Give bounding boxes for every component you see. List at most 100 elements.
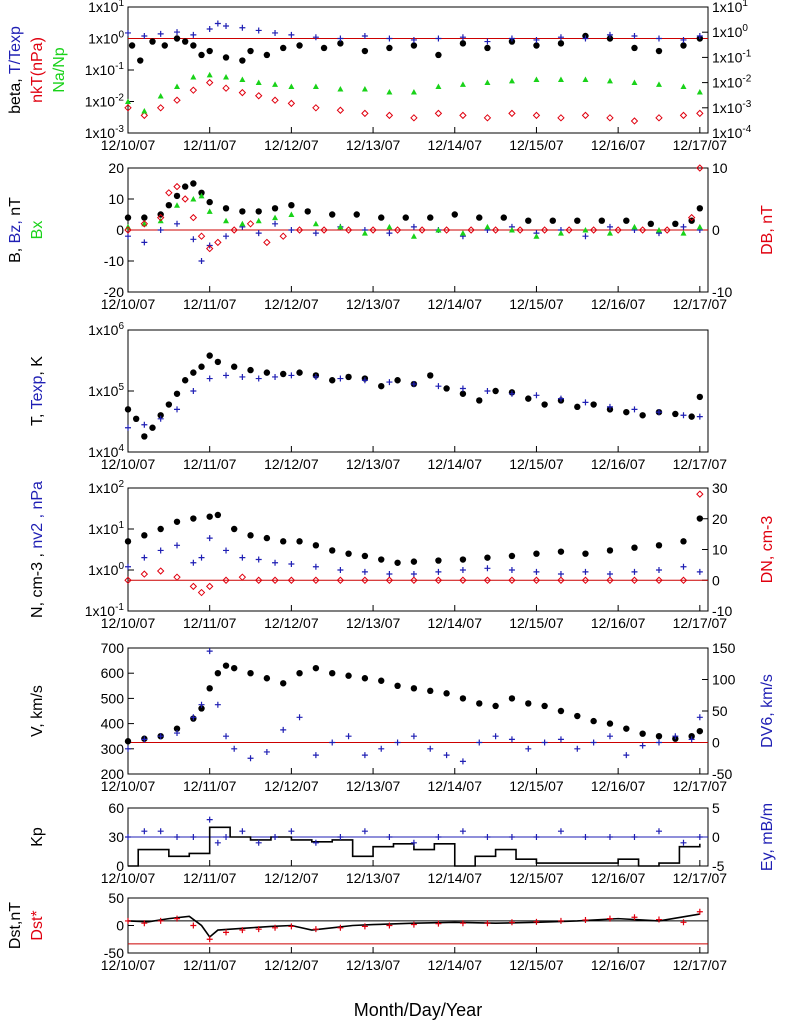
panel-4-n-point (329, 547, 336, 554)
panel-1-na-np-point (459, 81, 466, 87)
panel-5-v-point (427, 687, 434, 695)
panel-2-y2tick-label-0: -10 (712, 284, 732, 300)
panel-3-t-point (443, 385, 450, 392)
panel-2-db-point (442, 226, 451, 234)
panel-4-dn-point (410, 576, 418, 584)
panel-7-dst--point (459, 920, 466, 927)
panel-3-frame (127, 329, 709, 453)
panel-2-b-point (124, 214, 132, 221)
panel-5-dv6-point (443, 752, 450, 759)
panel-4-nv2-point (508, 567, 515, 573)
panel-3-t-point (476, 397, 483, 404)
panel-1-y2tick-label-5: 1x101 (712, 0, 748, 15)
panel-1-na-np-point (557, 76, 564, 82)
panel-3-t-point (672, 410, 679, 418)
panel-1-nkt-npa--point (532, 111, 541, 120)
panel-5-dv6-point (574, 745, 581, 752)
panel-2-b-point (402, 214, 409, 221)
panel-5-dv6-point (525, 745, 532, 752)
panel-1-ylabel2: nkT(nPa) (29, 37, 46, 103)
panel-2-db-point (214, 238, 222, 247)
panel-1-xtick-label-7: 12/17/07 (673, 137, 728, 153)
panel-2-bx-point (206, 208, 213, 214)
panel-1-beta-point (161, 42, 168, 49)
panel-5-y2tick-label-3: 100 (712, 672, 736, 688)
panel-4-nv2-point (174, 542, 181, 549)
panel-5-v-point (508, 695, 516, 702)
panel-2-b-point (647, 220, 655, 227)
panel-1-nkt-npa--point (606, 114, 614, 122)
panel-4-dn-point (581, 576, 590, 584)
panel-4-nv2-point (410, 570, 417, 577)
panel-5-dv6-point (696, 714, 703, 721)
panel-1-na-np-point (190, 73, 197, 80)
panel-4-nv2-point (239, 554, 246, 561)
panel-3-texp-point (206, 375, 213, 382)
panel-2-ytick-label-4: 20 (108, 160, 124, 176)
panel-1-beta-point (181, 38, 189, 45)
panel-2-xtick-label-3: 12/13/07 (346, 296, 401, 312)
panel-4-n-point (378, 556, 385, 563)
panel-1-na-np-point (288, 83, 295, 89)
panel-2-bx-point (361, 230, 368, 236)
panel-1-y2tick-label-4: 1x100 (712, 23, 748, 40)
panel-2-bx-point (484, 223, 491, 230)
panel-7-dst--point (174, 915, 181, 922)
panel-1-na-np-point (337, 85, 344, 92)
panel-2-b-point (181, 183, 189, 190)
panel-2-b-point (696, 205, 704, 212)
panel-2-xtick-label-5: 12/15/07 (509, 296, 564, 312)
panel-3-t-point (247, 366, 254, 374)
panel-1-frame (127, 6, 709, 134)
panel-5-dv6-point (174, 730, 181, 737)
panel-2-ytick-label-1: -10 (104, 253, 124, 269)
panel-1-na-np-point (435, 83, 442, 89)
panel-5-v-point (688, 733, 695, 740)
panel-2-ylabel3: Bx (29, 221, 46, 240)
panel-3-t-point (141, 433, 148, 440)
panel-2-xtick-label-2: 12/12/07 (264, 296, 319, 312)
panel-2-ylabel: B, Bz, nT (7, 197, 24, 263)
panel-3-t-point (149, 424, 156, 431)
panel-6-ytick-label-1: 30 (108, 829, 124, 845)
panel-2-xtick-label-4: 12/14/07 (428, 296, 483, 312)
panel-4-ytick-label-3: 1x102 (88, 479, 124, 496)
panel-5-dv6-point (190, 714, 197, 721)
panel-5-v-point (263, 675, 271, 682)
panel-1-t-texp-point (223, 22, 230, 29)
panel-3-t-point (378, 382, 385, 390)
panel-5-dv6-point (541, 739, 548, 746)
panel-7-xtick-label-7: 12/17/07 (673, 957, 728, 973)
panel-2-bz-point (198, 258, 205, 264)
panel-5-xtick-label-4: 12/14/07 (428, 778, 483, 794)
panel-2-bx-point (582, 227, 589, 233)
panel-2-b-point (255, 208, 262, 215)
panel-5-y2tick-label-4: 150 (712, 640, 736, 656)
panel-3-t-point (574, 403, 581, 411)
panel-4-dn-point (434, 576, 443, 584)
panel-3-texp-point (606, 403, 613, 410)
panel-1-beta-point (190, 42, 197, 49)
panel-5-dv6-point (361, 752, 368, 759)
panel-3-texp-point (312, 373, 319, 380)
panel-1-nkt-npa--point (312, 104, 320, 112)
panel-4-xtick-label-7: 12/17/07 (673, 615, 728, 631)
panel-2-b-point (476, 214, 483, 221)
panel-6-ey-point (239, 828, 246, 835)
panel-5-ytick-label-4: 600 (101, 665, 125, 681)
panel-3-texp-point (337, 375, 344, 382)
panel-1-na-np-point (631, 79, 638, 86)
panel-3-ytick-label-0: 1x104 (88, 443, 124, 460)
panel-1-beta-point (459, 40, 467, 47)
panel-3-t-point (688, 413, 695, 420)
panel-6-ey-point (386, 834, 393, 840)
panel-5-v-point (541, 702, 548, 710)
panel-4-nv2-point (435, 568, 442, 575)
panel-1-beta-point (606, 35, 614, 42)
panel-6-ey-point (337, 834, 344, 840)
panel-6-ey-point (696, 834, 703, 840)
panel-4-n-point (655, 542, 663, 549)
panel-1-na-np-point (272, 81, 279, 87)
panel-1-y2tick-label-3: 1x10-1 (712, 48, 752, 65)
panel-1-ylabel3: Na/Np (51, 47, 68, 92)
